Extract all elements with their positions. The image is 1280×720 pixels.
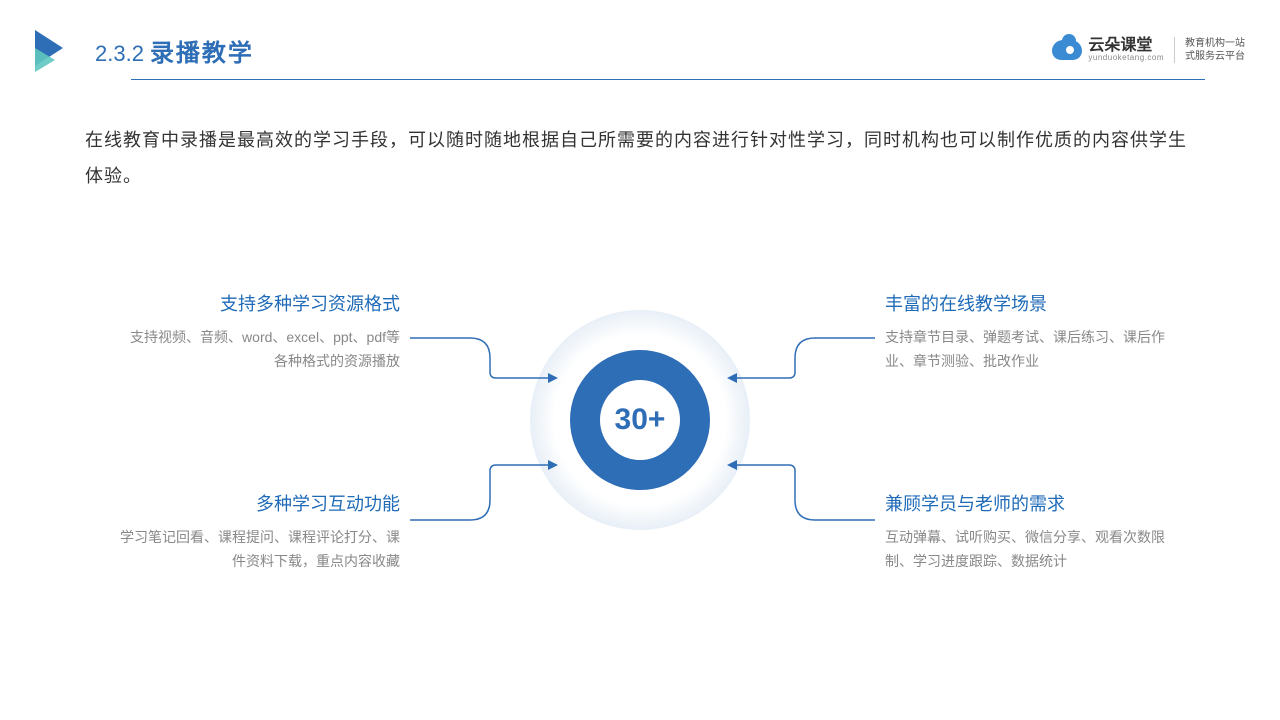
feature-title: 丰富的在线教学场景 xyxy=(885,290,1165,316)
logo-tagline-line2: 式服务云平台 xyxy=(1185,50,1245,63)
feature-bottom-right: 兼顾学员与老师的需求 互动弹幕、试听购买、微信分享、观看次数限制、学习进度跟踪、… xyxy=(885,490,1165,574)
cloud-icon xyxy=(1052,40,1082,60)
donut-ring: 30+ xyxy=(570,350,710,490)
feature-title: 支持多种学习资源格式 xyxy=(120,290,400,316)
halo-ring: 30+ xyxy=(530,310,750,530)
logo-divider xyxy=(1174,37,1175,63)
feature-title: 兼顾学员与老师的需求 xyxy=(885,490,1165,516)
feature-desc: 支持章节目录、弹题考试、课后练习、课后作业、章节测验、批改作业 xyxy=(885,326,1165,374)
feature-top-left: 支持多种学习资源格式 支持视频、音频、word、excel、ppt、pdf等各种… xyxy=(120,290,400,374)
feature-top-right: 丰富的在线教学场景 支持章节目录、弹题考试、课后练习、课后作业、章节测验、批改作… xyxy=(885,290,1165,374)
feature-title: 多种学习互动功能 xyxy=(120,490,400,516)
logo-sub-text: yunduoketang.com xyxy=(1088,54,1164,62)
logo-tagline: 教育机构一站 式服务云平台 xyxy=(1185,37,1245,63)
cloud-logo-icon: 云朵课堂 yunduoketang.com xyxy=(1052,38,1164,62)
intro-paragraph: 在线教育中录播是最高效的学习手段，可以随时随地根据自己所需要的内容进行针对性学习… xyxy=(85,122,1195,194)
header-underline xyxy=(131,79,1205,80)
logo-main-text: 云朵课堂 xyxy=(1088,38,1164,54)
feature-desc: 支持视频、音频、word、excel、ppt、pdf等各种格式的资源播放 xyxy=(120,326,400,374)
feature-bottom-left: 多种学习互动功能 学习笔记回看、课程提问、课程评论打分、课件资料下载，重点内容收… xyxy=(120,490,400,574)
feature-desc: 互动弹幕、试听购买、微信分享、观看次数限制、学习进度跟踪、数据统计 xyxy=(885,526,1165,574)
brand-logo: 云朵课堂 yunduoketang.com 教育机构一站 式服务云平台 xyxy=(1052,37,1245,63)
section-number: 2.3.2 xyxy=(95,41,144,67)
play-icon xyxy=(35,30,75,70)
section-title-group: 2.3.2 录播教学 xyxy=(95,33,254,68)
logo-tagline-line1: 教育机构一站 xyxy=(1185,37,1245,50)
section-title: 录播教学 xyxy=(150,33,254,68)
center-graphic: 30+ xyxy=(530,310,750,530)
center-value: 30+ xyxy=(615,403,666,437)
slide-header: 2.3.2 录播教学 云朵课堂 yunduoketang.com 教育机构一站 … xyxy=(35,30,1245,70)
feature-desc: 学习笔记回看、课程提问、课程评论打分、课件资料下载，重点内容收藏 xyxy=(120,526,400,574)
